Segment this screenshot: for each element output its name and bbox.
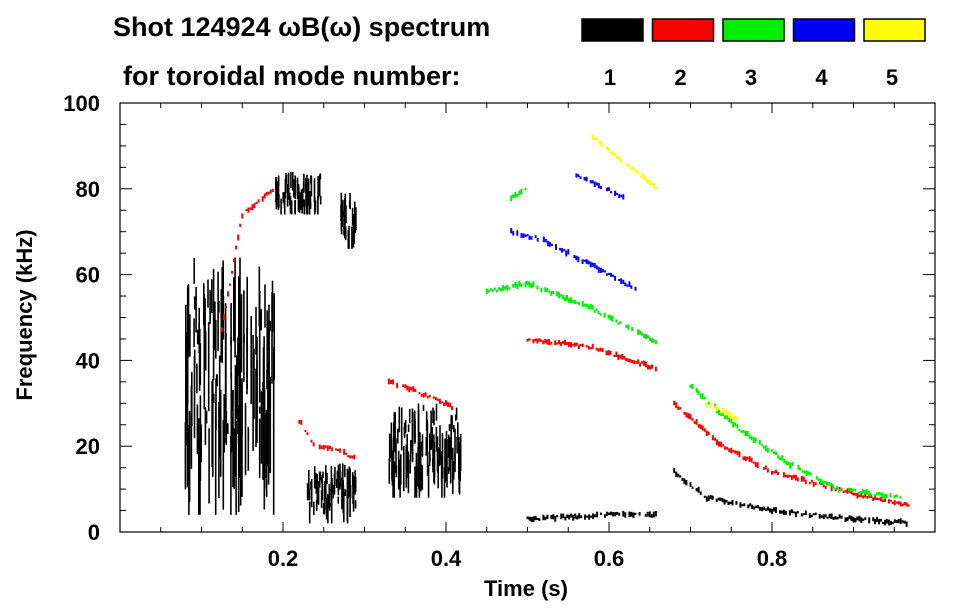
mode-2-band (298, 420, 356, 460)
chart-title-line1: Shot 124924 ωB(ω) spectrum (113, 12, 490, 42)
mode-2-band (673, 400, 910, 507)
y-tick-label: 100 (63, 91, 100, 116)
y-tick-label: 40 (76, 348, 100, 373)
mode-2-band (387, 378, 454, 410)
legend-swatch-mode-2 (651, 18, 715, 42)
legend-label-mode-2: 2 (674, 65, 686, 90)
y-tick-label: 60 (76, 263, 100, 288)
legend: 1 2 3 4 5 (581, 18, 926, 90)
x-tick-label: 0.6 (594, 546, 625, 571)
y-tick-label: 20 (76, 434, 100, 459)
mode-1-band (526, 510, 657, 522)
mode-3-band (485, 280, 657, 344)
x-axis-label: Time (s) (484, 576, 568, 601)
x-tick-label: 0.2 (268, 546, 299, 571)
mode-1-band (673, 468, 908, 527)
legend-label-mode-3: 3 (745, 65, 757, 90)
mode-1-band (184, 257, 276, 515)
mode-2-band (526, 338, 657, 372)
y-axis-label: Frequency (kHz) (12, 229, 37, 400)
mode-1-band (340, 192, 357, 249)
mode-3-band (510, 187, 527, 202)
mode-3-band (689, 383, 902, 499)
x-tick-label: 0.8 (757, 546, 788, 571)
x-tick-label: 0.4 (431, 546, 462, 571)
mode-2-band (220, 188, 274, 332)
legend-swatch-mode-4 (792, 18, 856, 42)
legend-label-mode-4: 4 (815, 65, 828, 90)
plot-area: 0.2 0.4 0.6 0.8 0 20 40 60 80 100 (63, 91, 936, 571)
chart-title-line2: for toroidal mode number: (123, 61, 461, 91)
mode-5-band (591, 134, 657, 190)
mode-1-band (306, 463, 357, 524)
mode-4-band (575, 173, 625, 200)
legend-label-mode-5: 5 (886, 65, 898, 90)
mode-1-band (388, 403, 462, 498)
mode-1-band (275, 171, 322, 215)
legend-label-mode-1: 1 (604, 65, 616, 90)
mode-4-band (510, 228, 637, 291)
y-tick-label: 80 (76, 177, 100, 202)
legend-swatch-mode-5 (863, 18, 926, 42)
legend-swatch-mode-1 (581, 18, 644, 42)
legend-swatch-mode-3 (722, 18, 785, 42)
y-tick-label: 0 (88, 520, 100, 545)
mode-5-band (705, 401, 739, 421)
